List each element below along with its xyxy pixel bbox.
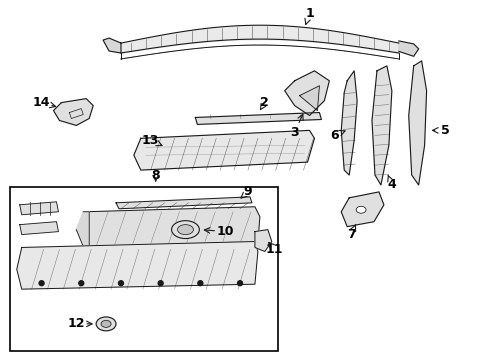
Circle shape <box>237 281 242 286</box>
Text: 3: 3 <box>290 126 298 139</box>
Polygon shape <box>116 197 251 209</box>
Ellipse shape <box>171 221 199 239</box>
Polygon shape <box>398 41 418 56</box>
Polygon shape <box>284 71 328 116</box>
Circle shape <box>158 281 163 286</box>
Text: 5: 5 <box>440 124 449 137</box>
Polygon shape <box>53 99 93 125</box>
Text: 2: 2 <box>260 96 269 109</box>
Polygon shape <box>254 230 271 251</box>
Text: 10: 10 <box>216 225 233 238</box>
Circle shape <box>118 281 123 286</box>
Text: 14: 14 <box>33 96 50 109</box>
Text: 13: 13 <box>142 134 159 147</box>
Text: 11: 11 <box>265 243 283 256</box>
Polygon shape <box>341 192 383 227</box>
Polygon shape <box>134 130 314 170</box>
Text: 8: 8 <box>151 168 160 181</box>
Polygon shape <box>408 61 426 185</box>
Text: 12: 12 <box>67 318 85 330</box>
Ellipse shape <box>355 206 366 213</box>
Polygon shape <box>17 242 257 289</box>
Text: 7: 7 <box>346 228 355 241</box>
Text: 4: 4 <box>386 179 395 192</box>
Polygon shape <box>103 38 121 53</box>
Ellipse shape <box>101 320 111 327</box>
Polygon shape <box>195 113 321 125</box>
Ellipse shape <box>177 225 193 235</box>
Circle shape <box>39 281 44 286</box>
Bar <box>10 187 277 351</box>
Text: 6: 6 <box>329 129 338 142</box>
Circle shape <box>79 281 83 286</box>
Polygon shape <box>20 202 59 215</box>
Polygon shape <box>341 71 356 175</box>
Circle shape <box>198 281 203 286</box>
Polygon shape <box>299 86 319 111</box>
Text: 1: 1 <box>305 7 313 20</box>
Polygon shape <box>20 222 59 235</box>
Polygon shape <box>371 66 391 185</box>
Polygon shape <box>76 212 89 247</box>
Text: 9: 9 <box>243 185 252 198</box>
Ellipse shape <box>96 317 116 331</box>
Polygon shape <box>83 207 259 247</box>
